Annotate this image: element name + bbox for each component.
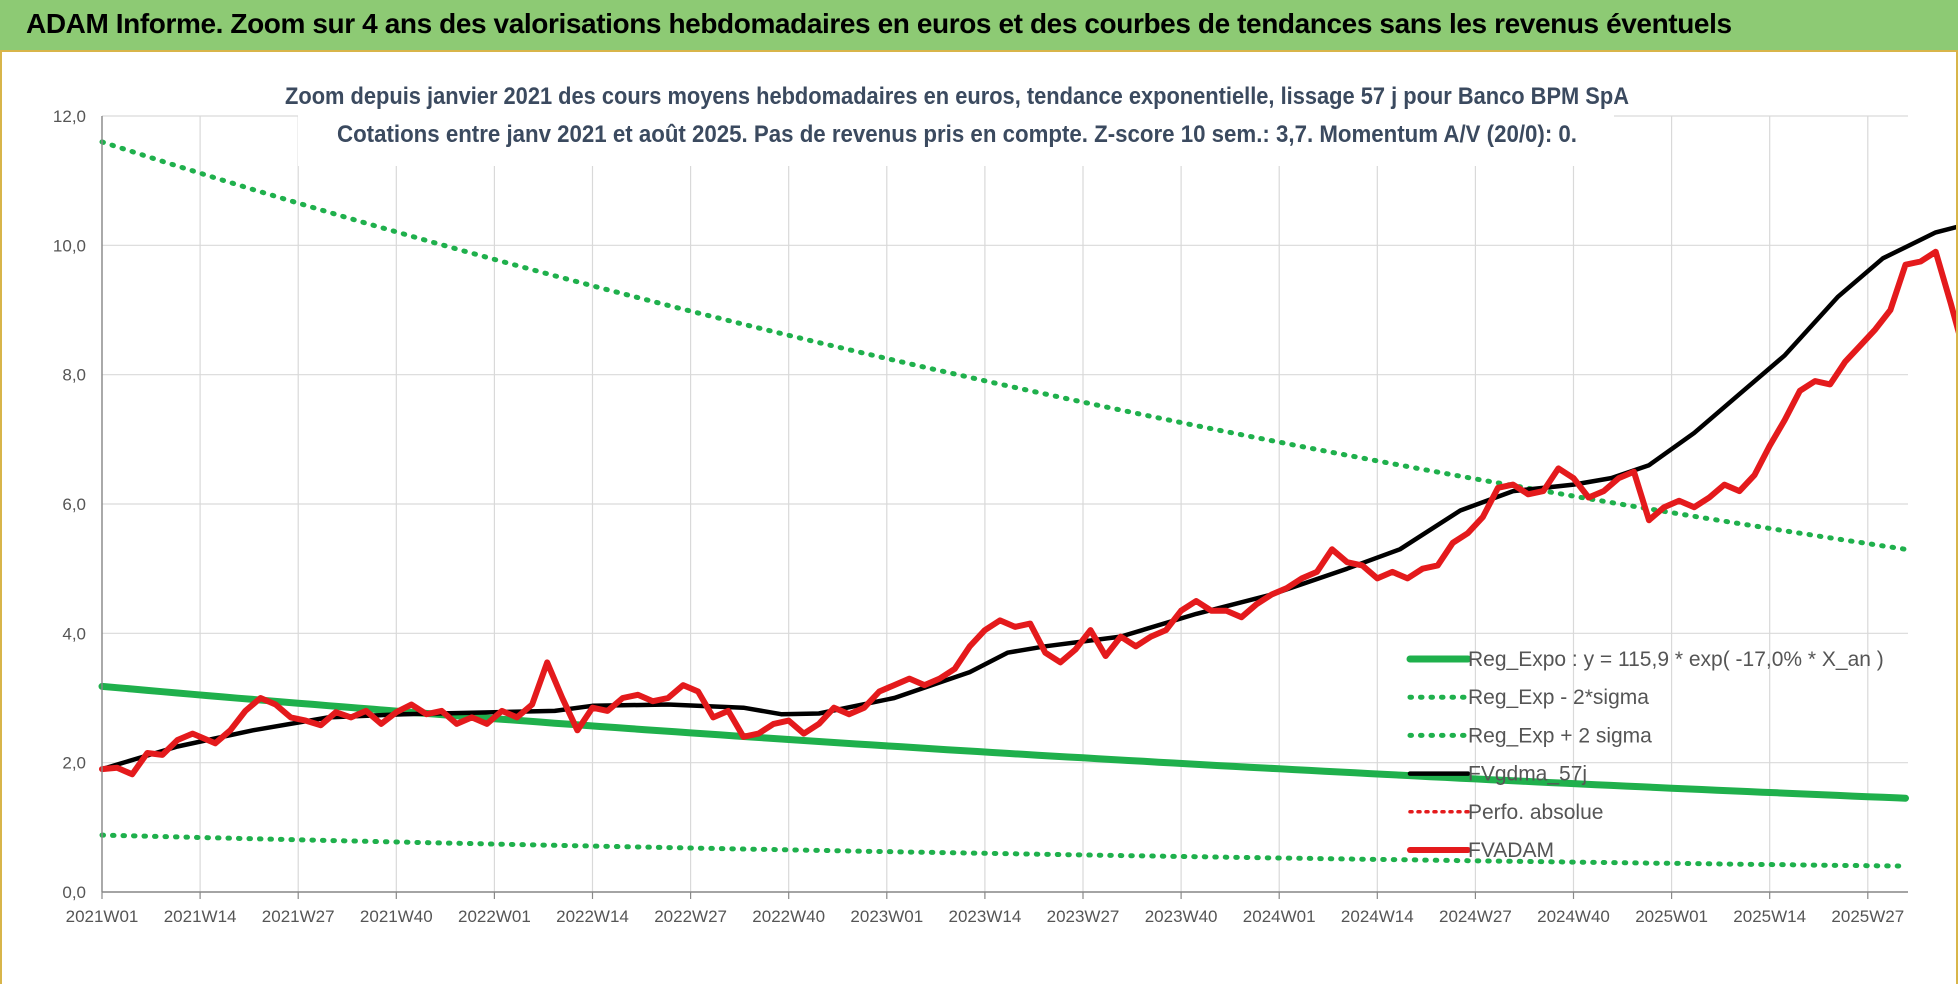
- y-tick-label: 8,0: [62, 366, 86, 385]
- x-tick-label: 2025W14: [1733, 907, 1806, 926]
- legend-label-perfo-absolue: Perfo. absolue: [1468, 801, 1603, 824]
- axes: 0,0 2,0 4,0 6,0 8,0 10,0 12,0 2021W01 2021W14 202…: [53, 107, 1908, 926]
- y-tick-label: 10,0: [53, 236, 86, 255]
- x-tick-label: 2021W27: [262, 907, 335, 926]
- x-tick-label: 2021W01: [66, 907, 139, 926]
- x-tick-label: 2023W27: [1047, 907, 1120, 926]
- y-tick-label: 6,0: [62, 495, 86, 514]
- x-tick-label: 2023W01: [850, 907, 923, 926]
- x-tick-label: 2024W27: [1439, 907, 1512, 926]
- series-line-reg-exp-2-sigma: [99, 139, 1908, 552]
- x-tick-label: 2025W27: [1831, 907, 1904, 926]
- report-banner: ADAM Informe. Zoom sur 4 ans des valoris…: [0, 0, 1958, 52]
- x-tick-label: 2022W14: [556, 907, 629, 926]
- y-tick-label: 12,0: [53, 107, 86, 126]
- legend-label-fvgdma-57j: FVgdma_57j: [1468, 763, 1587, 786]
- x-tick-label: 2022W40: [752, 907, 825, 926]
- chart-subtitle: Cotations entre janv 2021 et août 2025. …: [337, 121, 1577, 148]
- legend-label-reg-exp-2-sigma: Reg_Exp - 2*sigma: [1468, 686, 1649, 709]
- y-tick-label: 4,0: [62, 624, 86, 643]
- x-tick-label: 2023W14: [949, 907, 1022, 926]
- title-backdrop: [298, 66, 1614, 166]
- legend-label-fvadam: FVADAM: [1468, 839, 1554, 862]
- grid: [101, 115, 1908, 893]
- line-chart: Zoom depuis janvier 2021 des cours moyen…: [53, 66, 1958, 926]
- x-tick-label: 2022W27: [654, 907, 727, 926]
- series-line-reg-exp-2-sigma: [99, 832, 1908, 869]
- series-line-fvgdma-57j: [99, 224, 1958, 772]
- x-tick-label: 2024W14: [1341, 907, 1414, 926]
- chart-area: Zoom depuis janvier 2021 des cours moyen…: [0, 52, 1958, 984]
- chart-title: Zoom depuis janvier 2021 des cours moyen…: [285, 83, 1629, 110]
- y-tick-label: 0,0: [62, 883, 86, 902]
- report-title: ADAM Informe. Zoom sur 4 ans des valoris…: [26, 8, 1732, 39]
- x-tick-label: 2024W40: [1537, 907, 1610, 926]
- legend-label-reg-exp-2-sigma: Reg_Exp + 2 sigma: [1468, 724, 1652, 747]
- x-tick-label: 2023W40: [1145, 907, 1218, 926]
- legend: Reg_Expo : y = 115,9 * exp( -17,0% * X_a…: [1406, 648, 1884, 862]
- series-layer: [98, 139, 1958, 869]
- series-line-fvadam: [99, 248, 1958, 778]
- y-tick-label: 2,0: [62, 754, 86, 773]
- x-tick-label: 2021W40: [360, 907, 433, 926]
- x-tick-label: 2025W01: [1635, 907, 1708, 926]
- x-tick-label: 2021W14: [164, 907, 237, 926]
- x-tick-label: 2024W01: [1243, 907, 1316, 926]
- x-tick-label: 2022W01: [458, 907, 531, 926]
- legend-label-reg-expo-y-115-9-exp-17-0-x-an: Reg_Expo : y = 115,9 * exp( -17,0% * X_a…: [1468, 648, 1884, 671]
